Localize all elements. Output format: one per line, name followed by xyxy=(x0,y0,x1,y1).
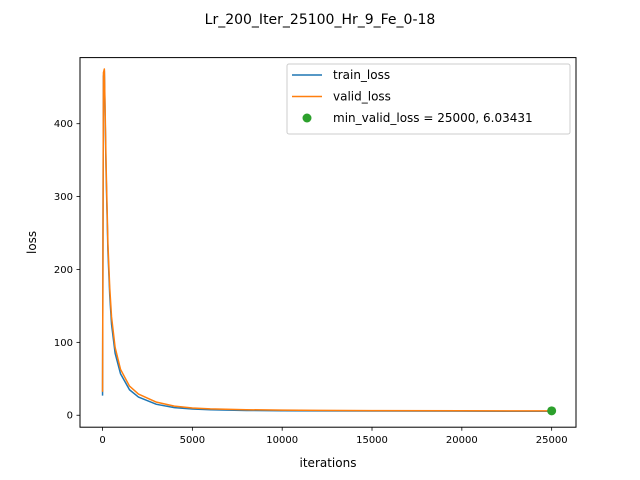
legend-items: train_loss valid_loss min_valid_loss = 250… xyxy=(292,68,533,125)
chart-title: Lr_200_Iter_25100_Hr_9_Fe_0-18 xyxy=(205,12,436,28)
x-tick-label: 20000 xyxy=(446,435,478,446)
plot-area xyxy=(79,57,577,428)
y-tick-label: 0 xyxy=(67,411,73,422)
x-tick-label: 5000 xyxy=(180,435,205,446)
series-layer xyxy=(101,68,552,412)
y-tick-label: 200 xyxy=(54,265,73,276)
y-axis: 0 100 200 300 400 xyxy=(54,119,80,422)
legend: train_loss valid_loss min_valid_loss = 250… xyxy=(286,63,571,135)
x-tick-label: 0 xyxy=(99,435,105,446)
legend-label: train_loss xyxy=(333,68,390,82)
legend-label: min_valid_loss = 25000, 6.03431 xyxy=(333,111,533,125)
legend-swatch-min-valid-loss xyxy=(302,113,312,123)
points-layer xyxy=(547,406,557,416)
y-tick-label: 300 xyxy=(54,192,73,203)
legend-label: valid_loss xyxy=(333,90,391,104)
y-axis-label: loss xyxy=(25,231,39,254)
x-tick-label: 10000 xyxy=(266,435,298,446)
series-line-valid-loss xyxy=(101,68,552,412)
x-axis-label: iterations xyxy=(300,456,357,470)
x-axis: 0 5000 10000 15000 20000 25000 xyxy=(99,427,568,446)
x-tick-label: 25000 xyxy=(536,435,568,446)
y-tick-label: 400 xyxy=(54,119,73,130)
min-valid-loss-point xyxy=(547,406,557,416)
plot-frame xyxy=(79,57,577,428)
legend-frame xyxy=(286,63,571,135)
x-tick-label: 15000 xyxy=(356,435,388,446)
y-tick-label: 100 xyxy=(54,338,73,349)
